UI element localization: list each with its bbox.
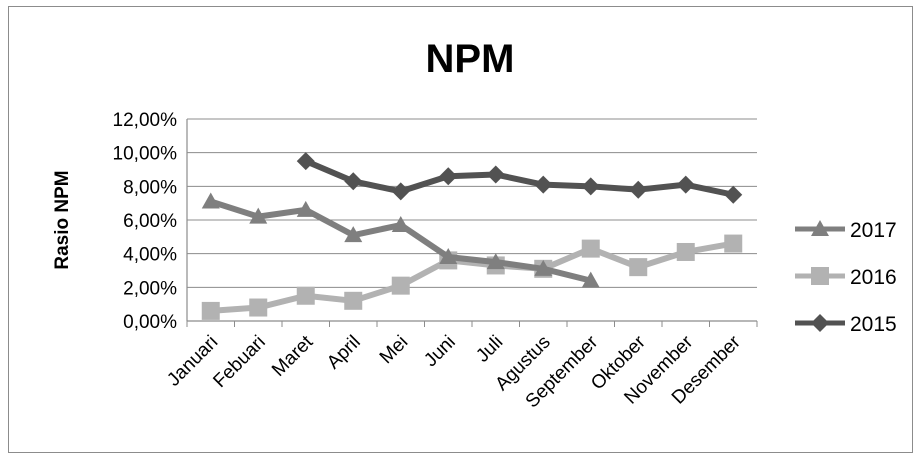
chart-title: NPM — [426, 37, 515, 81]
data-point-2016 — [629, 258, 648, 277]
data-point-2015 — [486, 165, 505, 184]
data-point-2016 — [249, 298, 268, 317]
x-tick-label: April — [323, 332, 365, 374]
data-point-2016 — [201, 301, 220, 320]
x-tick-label: Juni — [420, 332, 459, 371]
data-point-2015 — [344, 172, 363, 191]
x-tick-label: Febuari — [209, 332, 269, 392]
data-point-2015 — [676, 175, 695, 194]
data-point-2016 — [296, 286, 315, 305]
y-tick-label: 4,00% — [123, 245, 177, 266]
data-point-2016 — [581, 239, 600, 258]
legend-marker-2016 — [811, 267, 829, 285]
y-tick-label: 6,00% — [123, 211, 177, 232]
legend-marker-2017 — [811, 220, 829, 236]
y-axis-label: Rasio NPM — [52, 170, 73, 269]
x-tick-label: Mei — [376, 332, 413, 369]
data-point-2015 — [581, 177, 600, 196]
y-tick-label: 10,00% — [113, 144, 178, 165]
x-tick-label: Maret — [268, 331, 318, 381]
data-point-2016 — [344, 291, 363, 310]
y-tick-label: 0,00% — [123, 312, 177, 333]
data-point-2017 — [296, 200, 315, 217]
data-point-2017 — [391, 216, 410, 233]
data-point-2015 — [391, 182, 410, 201]
data-point-2017 — [249, 207, 268, 224]
data-point-2017 — [581, 271, 600, 288]
data-point-2016 — [391, 276, 410, 295]
data-point-2015 — [439, 167, 458, 186]
axes — [186, 119, 758, 327]
legend-label-2015: 2015 — [850, 313, 897, 336]
y-tick-label: 2,00% — [123, 278, 177, 299]
data-point-2016 — [724, 234, 743, 253]
data-point-2017 — [201, 192, 220, 209]
data-point-2017 — [344, 226, 363, 243]
legend-label-2016: 2016 — [850, 266, 897, 289]
chart-frame — [8, 6, 913, 453]
legend-marker-2015 — [811, 314, 829, 332]
series-line-2017 — [207, 198, 594, 284]
data-point-2017 — [439, 248, 458, 265]
y-tick-label: 12,00% — [113, 110, 178, 131]
gridlines — [187, 118, 757, 288]
legend: 2017 2016 2015 — [795, 219, 897, 336]
y-tick-label: 8,00% — [123, 177, 177, 198]
data-point-2015 — [724, 185, 743, 204]
series-line-2015 — [302, 158, 737, 198]
data-point-2016 — [676, 242, 695, 261]
series-lines — [201, 152, 743, 320]
data-point-2017 — [534, 259, 553, 276]
data-point-2017 — [486, 253, 505, 270]
y-tick-labels: 0,00% 2,00% 4,00% 6,00% 8,00% 10,00% 12,00% — [113, 110, 178, 333]
data-point-2015 — [534, 175, 553, 194]
legend-label-2017: 2017 — [850, 219, 897, 242]
data-point-2015 — [296, 152, 315, 171]
x-tick-label: Juli — [472, 332, 507, 367]
data-point-2015 — [629, 180, 648, 199]
